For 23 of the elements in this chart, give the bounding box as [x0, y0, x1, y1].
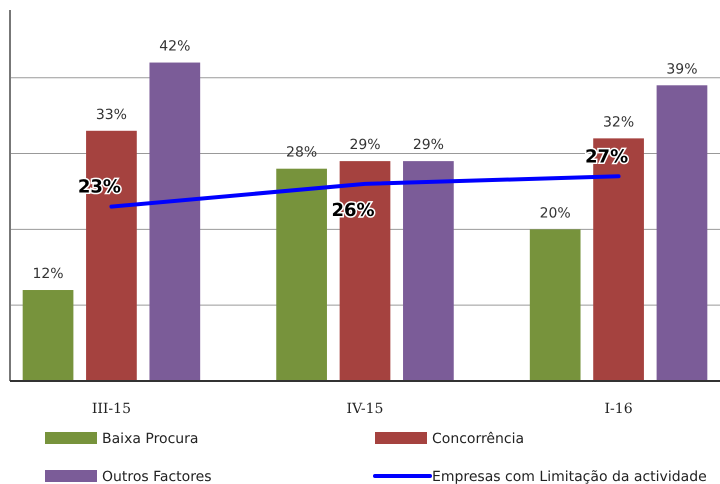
bar	[530, 229, 581, 381]
legend-label: Empresas com Limitação da actividade	[432, 469, 707, 484]
data-label: 32%	[603, 114, 634, 130]
x-tick-label: IV-15	[346, 401, 384, 417]
data-label: 20%	[540, 205, 571, 222]
x-tick-label: III-15	[92, 401, 131, 417]
bar	[403, 161, 454, 381]
data-label: 27%	[585, 146, 628, 168]
bar	[656, 85, 708, 381]
legend-label: Concorrência	[432, 431, 524, 447]
data-label: 28%	[286, 144, 318, 161]
legend-label: Baixa Procura	[102, 431, 199, 447]
x-tick-label: I-16	[604, 401, 633, 417]
data-label: 39%	[666, 61, 698, 78]
bar	[22, 290, 74, 381]
data-label: 29%	[349, 137, 381, 154]
data-label: 42%	[159, 38, 190, 55]
bar	[149, 62, 200, 381]
legend-label: Outros Factores	[102, 469, 212, 484]
data-label: 33%	[96, 106, 127, 123]
data-label: 12%	[32, 266, 64, 282]
data-label: 29%	[412, 137, 444, 154]
bar	[276, 168, 327, 381]
